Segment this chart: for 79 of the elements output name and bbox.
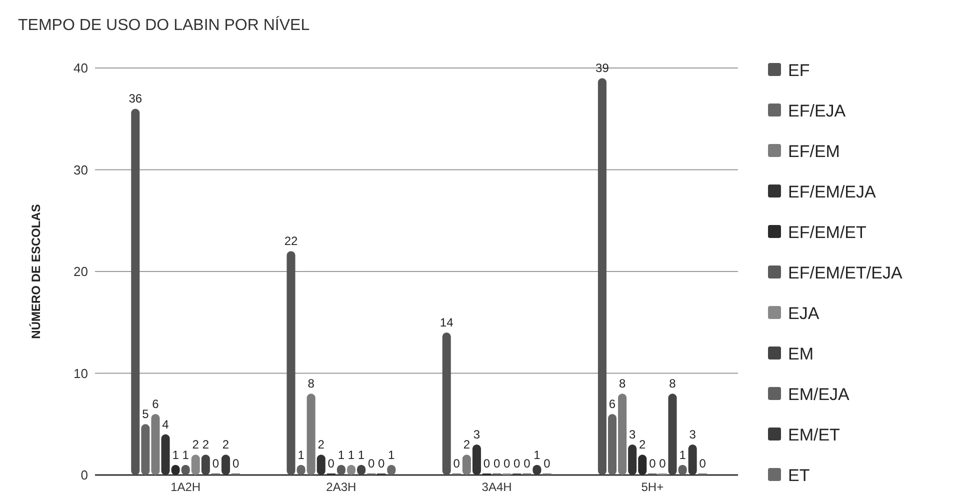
data-label: 1 bbox=[182, 448, 190, 462]
y-tick-label: 10 bbox=[74, 366, 88, 381]
data-label: 36 bbox=[128, 92, 142, 106]
chart-title: TEMPO DE USO DO LABIN POR NÍVEL bbox=[18, 16, 310, 34]
data-label: 1 bbox=[358, 448, 365, 462]
data-label: 3 bbox=[689, 427, 696, 442]
data-label: 8 bbox=[308, 376, 315, 391]
legend-label: EF/EM bbox=[788, 142, 840, 161]
legend-label: EM/EJA bbox=[788, 384, 850, 404]
data-label: 0 bbox=[504, 456, 510, 470]
bar bbox=[191, 454, 200, 475]
y-tick-label: 30 bbox=[74, 162, 88, 178]
data-label: 1 bbox=[338, 448, 345, 462]
bar bbox=[442, 332, 451, 475]
x-tick-label: 3A4H bbox=[482, 480, 512, 494]
legend-label: EM/ET bbox=[788, 425, 840, 444]
legend-label: EM bbox=[788, 344, 814, 364]
y-tick-label: 40 bbox=[74, 60, 88, 76]
data-label: 3 bbox=[473, 427, 480, 442]
data-label: 2 bbox=[192, 438, 200, 452]
data-label: 0 bbox=[232, 456, 240, 470]
data-label: 0 bbox=[378, 456, 386, 470]
data-label: 0 bbox=[514, 456, 521, 470]
data-label: 0 bbox=[453, 456, 460, 470]
data-label: 0 bbox=[368, 456, 375, 470]
legend-label: ET bbox=[788, 466, 810, 485]
data-label: 1 bbox=[388, 448, 396, 462]
data-label: 8 bbox=[669, 376, 676, 391]
bar bbox=[131, 108, 140, 475]
data-label: 14 bbox=[440, 316, 454, 330]
data-label: 0 bbox=[544, 456, 551, 470]
legend-label: EJA bbox=[788, 304, 820, 323]
bar bbox=[598, 78, 606, 475]
data-label: 1 bbox=[348, 448, 355, 462]
data-label: 1 bbox=[172, 448, 180, 462]
data-label: 4 bbox=[162, 417, 170, 432]
x-tick-label: 1A2H bbox=[170, 480, 201, 494]
data-label: 1 bbox=[298, 448, 305, 462]
data-label: 0 bbox=[212, 456, 220, 470]
y-tick-label: 0 bbox=[80, 468, 88, 483]
data-label: 0 bbox=[649, 456, 656, 470]
bar bbox=[668, 394, 677, 475]
data-label: 2 bbox=[318, 438, 325, 452]
data-label: 0 bbox=[699, 456, 706, 470]
data-label: 2 bbox=[463, 438, 470, 452]
bar bbox=[462, 454, 471, 475]
x-tick-label: 5H+ bbox=[641, 480, 664, 494]
data-label: 22 bbox=[284, 234, 298, 248]
legend-label: EF/EJA bbox=[788, 101, 846, 120]
data-label: 3 bbox=[628, 427, 636, 442]
bar bbox=[286, 251, 296, 475]
data-label: 6 bbox=[608, 396, 616, 411]
legend-label: EF/EM/EJA bbox=[788, 182, 877, 202]
bar bbox=[608, 414, 617, 475]
data-label: 1 bbox=[534, 448, 541, 462]
legend-label: EF bbox=[788, 60, 810, 80]
data-label: 0 bbox=[524, 456, 531, 470]
data-label: 8 bbox=[618, 376, 626, 391]
data-label: 2 bbox=[639, 438, 646, 452]
data-label: 1 bbox=[679, 448, 686, 462]
data-label: 39 bbox=[596, 61, 610, 76]
bar bbox=[151, 414, 160, 475]
y-axis-title: NÚMERO DE ESCOLAS bbox=[29, 204, 43, 339]
data-label: 6 bbox=[152, 396, 160, 411]
data-label: 0 bbox=[483, 456, 490, 470]
data-label: 2 bbox=[202, 438, 210, 452]
data-label: 5 bbox=[142, 407, 150, 422]
bar bbox=[618, 394, 627, 475]
legend-label: EF/EM/ET/EJA bbox=[788, 263, 903, 282]
bar bbox=[306, 394, 316, 475]
data-label: 0 bbox=[328, 456, 335, 470]
data-label: 2 bbox=[222, 438, 230, 452]
x-tick-label: 2A3H bbox=[326, 480, 356, 494]
data-label: 0 bbox=[493, 456, 500, 470]
bar bbox=[201, 454, 210, 475]
bar bbox=[141, 424, 150, 475]
y-tick-label: 20 bbox=[74, 264, 88, 280]
legend-label: EF/EM/ET bbox=[788, 222, 866, 242]
data-label: 0 bbox=[659, 456, 666, 470]
